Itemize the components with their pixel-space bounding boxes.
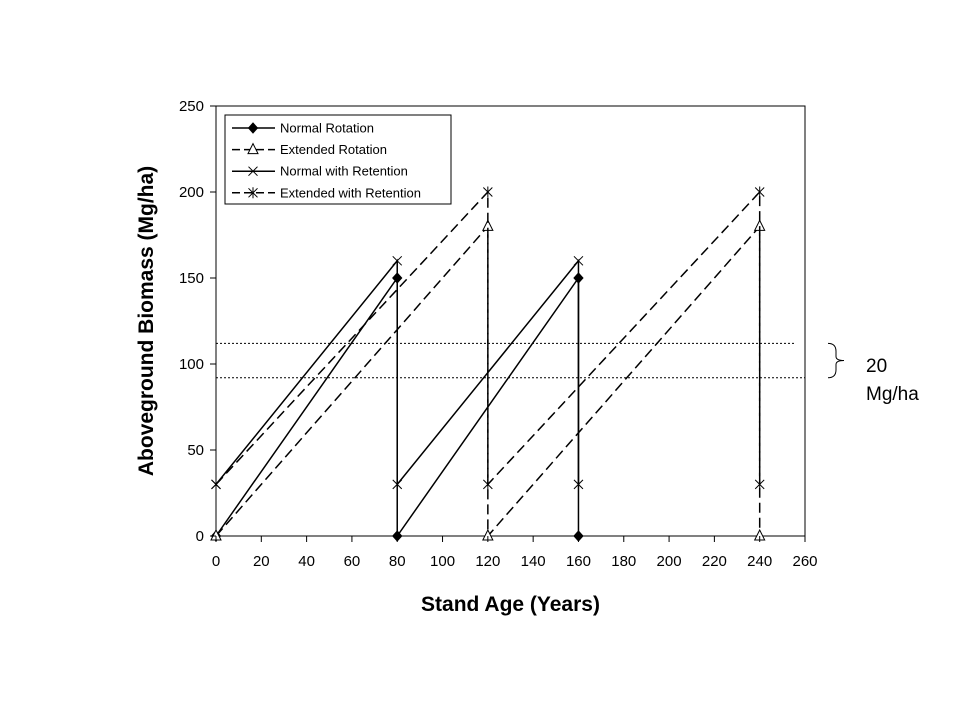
x-tick-label: 220 bbox=[702, 553, 727, 570]
data-point bbox=[482, 186, 493, 198]
axes: 0 20 40 60 80 100 120 140 160 180 200 220 240 260 0 50 1… bbox=[179, 98, 818, 570]
y-tick-label: 0 bbox=[196, 528, 204, 545]
y-tick-label: 250 bbox=[179, 98, 204, 115]
legend: Normal Rotation Extended Rotation Normal w… bbox=[224, 114, 452, 205]
annotation-text-unit: Mg/ha bbox=[866, 384, 919, 405]
range-annotation: 20 Mg/ha bbox=[827, 342, 919, 405]
y-tick-label: 50 bbox=[187, 442, 204, 459]
x-marker-stroke bbox=[248, 166, 258, 177]
legend-marker bbox=[247, 142, 259, 155]
x-tick-label: 60 bbox=[344, 553, 361, 570]
data-point bbox=[482, 478, 493, 490]
series-extended-with-retention bbox=[211, 186, 765, 490]
x-tick-label: 160 bbox=[566, 553, 591, 570]
x-tick-label: 140 bbox=[521, 553, 546, 570]
triangle-marker bbox=[247, 142, 259, 155]
x-tick-label: 20 bbox=[253, 553, 270, 570]
legend-marker bbox=[247, 122, 259, 134]
y-tick-label: 150 bbox=[179, 270, 204, 287]
diamond-marker bbox=[247, 122, 259, 134]
legend-marker bbox=[248, 166, 258, 177]
x-tick-label: 240 bbox=[747, 553, 772, 570]
x-marker-stroke bbox=[392, 479, 403, 490]
range-brace bbox=[827, 342, 845, 379]
legend-label: Normal Rotation bbox=[280, 121, 374, 136]
data-point bbox=[392, 479, 403, 490]
x-tick-label: 0 bbox=[212, 553, 220, 570]
x-tick-label: 260 bbox=[792, 553, 817, 570]
x-axis-title: Stand Age (Years) bbox=[421, 593, 600, 616]
data-point bbox=[754, 186, 765, 198]
data-point bbox=[573, 255, 584, 266]
legend-label: Extended with Retention bbox=[280, 185, 421, 200]
reference-lines bbox=[216, 342, 805, 379]
x-tick-label: 40 bbox=[298, 553, 315, 570]
x-tick-label: 80 bbox=[389, 553, 406, 570]
data-point bbox=[211, 478, 221, 490]
y-axis-title: Aboveground Biomass (Mg/ha) bbox=[135, 166, 158, 476]
y-tick-label: 200 bbox=[179, 184, 204, 201]
legend-entry: Extended with Retention bbox=[232, 185, 421, 200]
legend-label: Normal with Retention bbox=[280, 164, 408, 179]
series-normal-with-retention bbox=[211, 255, 584, 490]
x-tick-label: 120 bbox=[475, 553, 500, 570]
legend-entry: Normal with Retention bbox=[232, 164, 408, 179]
x-tick-label: 100 bbox=[430, 553, 455, 570]
x-marker-stroke bbox=[573, 479, 584, 490]
legend-label: Extended Rotation bbox=[280, 142, 387, 157]
data-point bbox=[573, 479, 584, 490]
y-tick-label: 100 bbox=[179, 356, 204, 373]
x-marker-stroke bbox=[392, 255, 403, 266]
legend-entry: Normal Rotation bbox=[232, 121, 374, 136]
data-point bbox=[392, 255, 403, 266]
annotation-text-value: 20 bbox=[866, 356, 887, 377]
x-marker-stroke bbox=[573, 255, 584, 266]
legend-entry: Extended Rotation bbox=[232, 142, 387, 157]
x-tick-label: 200 bbox=[657, 553, 682, 570]
data-point bbox=[754, 478, 765, 490]
legend-box bbox=[224, 114, 452, 205]
legend-marker bbox=[248, 187, 258, 199]
x-tick-label: 180 bbox=[611, 553, 636, 570]
